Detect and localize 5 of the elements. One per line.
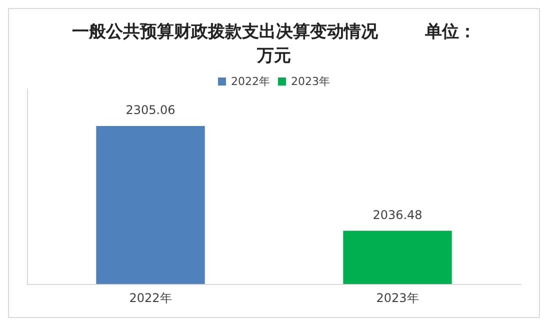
legend-label: 2023年: [291, 75, 330, 88]
chart-title: 一般公共预算财政拨款支出决算变动情况 单位：万元: [72, 22, 476, 66]
data-label: 2036.48: [372, 208, 422, 222]
legend-label: 2022年: [231, 75, 270, 88]
data-label: 2305.06: [126, 103, 176, 118]
